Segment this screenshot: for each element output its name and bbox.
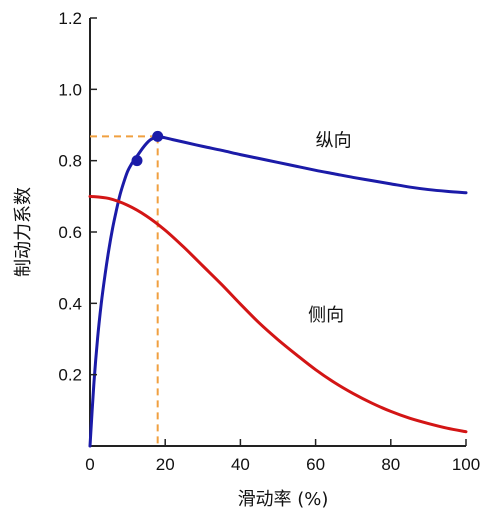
y-tick-label: 0.6	[58, 223, 82, 242]
x-tick-label: 100	[452, 455, 480, 474]
y-tick-label: 0.8	[58, 152, 82, 171]
y-tick-label: 0.4	[58, 294, 82, 313]
series-label-longitudinal: 纵向	[316, 130, 352, 151]
data-point-marker	[152, 130, 164, 142]
y-axis-label: 制动力系数	[13, 187, 34, 277]
series-label-lateral: 侧向	[308, 305, 344, 326]
plot-area: 0 20 40 60 80 100 0.2 0.4 0.6 0.8 1.0 1.2	[58, 9, 480, 474]
x-tick-label: 60	[306, 455, 325, 474]
y-ticks: 0.2 0.4 0.6 0.8 1.0 1.2	[58, 9, 97, 385]
series-group	[88, 134, 468, 448]
x-tick-label: 0	[85, 455, 94, 474]
y-tick-label: 1.2	[58, 9, 82, 28]
data-point-marker	[131, 155, 143, 167]
markers-group	[131, 130, 164, 167]
y-tick-label: 0.2	[58, 366, 82, 385]
y-tick-label: 1.0	[58, 80, 82, 99]
reference-lines	[90, 135, 159, 446]
x-tick-label: 20	[156, 455, 175, 474]
x-tick-label: 80	[381, 455, 400, 474]
series-line-longitudinal	[88, 134, 468, 448]
x-tick-label: 40	[231, 455, 250, 474]
series-line-lateral	[88, 194, 468, 434]
x-axis-label: 滑动率 (%)	[238, 489, 329, 510]
x-ticks: 0 20 40 60 80 100	[85, 439, 480, 474]
